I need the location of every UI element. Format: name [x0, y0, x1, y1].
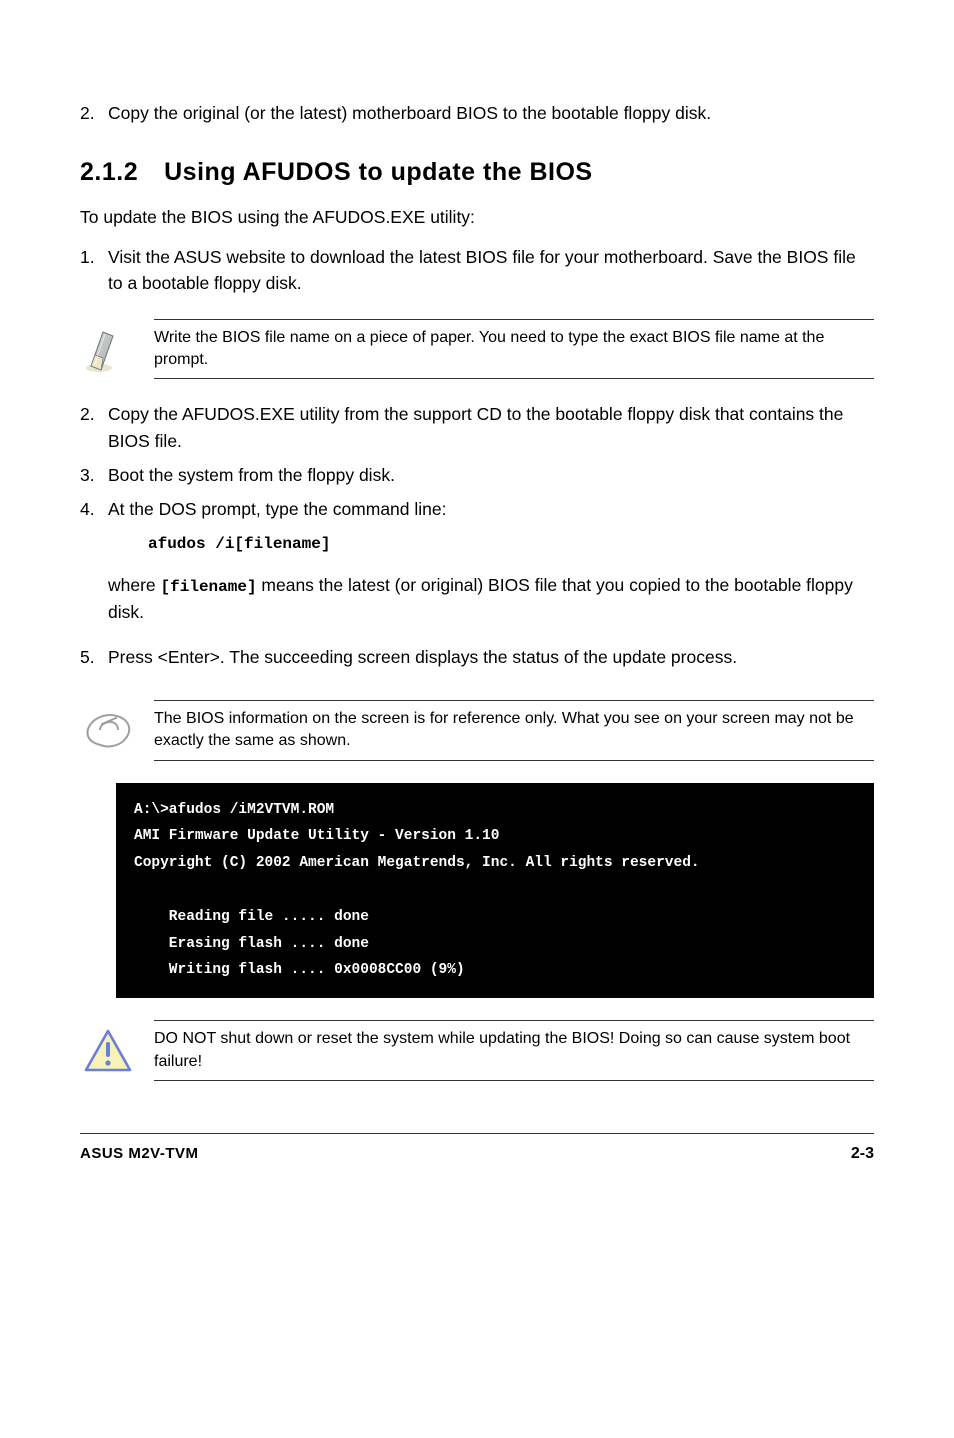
warning-text: DO NOT shut down or reset the system whi… [154, 1020, 874, 1081]
page-footer: ASUS M2V-TVM 2-3 [80, 1133, 874, 1166]
list-num: 5. [80, 644, 108, 670]
section-heading: 2.1.2 Using AFUDOS to update the BIOS [80, 154, 874, 192]
list-text: At the DOS prompt, type the command line… [108, 496, 874, 522]
list-num: 4. [80, 496, 108, 522]
warning-icon [80, 1028, 136, 1074]
list-text: Copy the AFUDOS.EXE utility from the sup… [108, 401, 874, 454]
pencil-note-icon [80, 324, 136, 374]
list-text: Boot the system from the floppy disk. [108, 462, 874, 488]
list-item-intro: 2. Copy the original (or the latest) mot… [80, 100, 874, 126]
list-num: 3. [80, 462, 108, 488]
list-num: 1. [80, 244, 108, 297]
where-paragraph: where [filename] means the latest (or or… [80, 572, 874, 625]
list-num: 2. [80, 100, 108, 126]
list-item: 5.Press <Enter>. The succeeding screen d… [80, 644, 874, 670]
list-text: Press <Enter>. The succeeding screen dis… [108, 644, 874, 670]
info-callout: The BIOS information on the screen is fo… [80, 700, 874, 761]
list-text: Copy the original (or the latest) mother… [108, 100, 874, 126]
where-code: [filename] [161, 578, 257, 596]
list-item: 2.Copy the AFUDOS.EXE utility from the s… [80, 401, 874, 454]
list-item: 1.Visit the ASUS website to download the… [80, 244, 874, 297]
note-callout: Write the BIOS file name on a piece of p… [80, 319, 874, 380]
section-title: Using AFUDOS to update the BIOS [164, 158, 592, 186]
warning-callout: DO NOT shut down or reset the system whi… [80, 1020, 874, 1081]
info-text: The BIOS information on the screen is fo… [154, 700, 874, 761]
lead-paragraph: To update the BIOS using the AFUDOS.EXE … [80, 204, 874, 230]
list-text: Visit the ASUS website to download the l… [108, 244, 874, 297]
list-item: 3.Boot the system from the floppy disk. [80, 462, 874, 488]
hand-note-icon [80, 708, 136, 752]
footer-page: 2-3 [851, 1142, 874, 1166]
list-item: 4.At the DOS prompt, type the command li… [80, 496, 874, 522]
footer-product: ASUS M2V-TVM [80, 1143, 199, 1166]
command-block: afudos /i[filename] [148, 532, 874, 556]
list-num: 2. [80, 401, 108, 454]
command-text: afudos /i[filename] [148, 535, 330, 553]
section-number: 2.1.2 [80, 158, 138, 186]
terminal-output: A:\>afudos /iM2VTVM.ROM AMI Firmware Upd… [116, 783, 874, 999]
note-text: Write the BIOS file name on a piece of p… [154, 319, 874, 380]
where-pre: where [108, 575, 161, 595]
